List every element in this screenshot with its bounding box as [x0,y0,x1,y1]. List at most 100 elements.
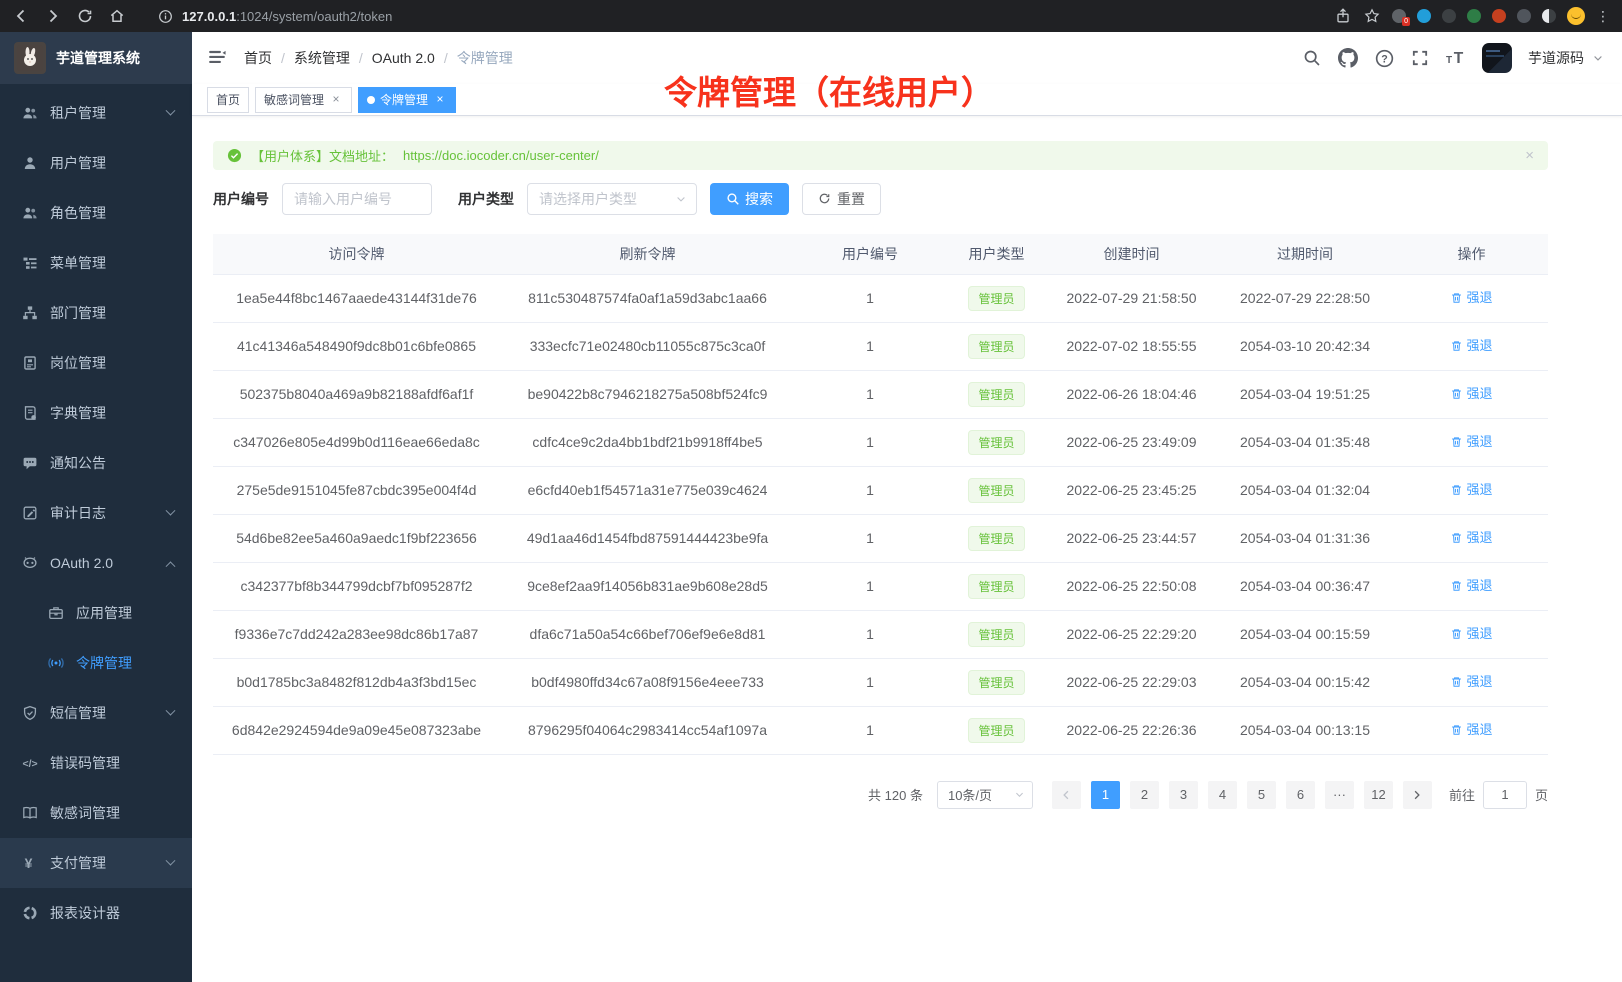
breadcrumb-separator: / [358,50,363,66]
browser-menu-icon[interactable]: ⋮ [1596,7,1610,24]
github-icon[interactable] [1338,48,1358,68]
sidebar-item-post[interactable]: 岗位管理 [0,338,192,388]
help-icon[interactable]: ? [1374,48,1394,68]
extension-icon[interactable] [1467,9,1481,23]
sidebar-item-role[interactable]: 角色管理 [0,188,192,238]
pay-icon: ¥ [22,855,38,871]
page-button-6[interactable]: 6 [1285,780,1315,809]
sidebar-item-audit-log[interactable]: 审计日志 [0,488,192,538]
sidebar-item-notice[interactable]: 通知公告 [0,438,192,488]
access-cell: b0d1785bc3a8482f812db4a3f3bd15ec [213,658,500,707]
browser-forward-icon[interactable] [44,7,62,25]
tenant-icon [22,105,38,121]
tag-close-icon[interactable]: × [436,91,444,106]
user-type-cell: 管理员 [945,562,1048,611]
fullscreen-icon[interactable] [1410,48,1430,68]
sidebar-item-label: 令牌管理 [76,655,132,671]
force-logout-button[interactable]: 强退 [1450,719,1493,738]
force-logout-button[interactable]: 强退 [1450,479,1493,498]
extension-icon[interactable]: 0 [1392,9,1410,26]
sidebar-item-oauth2-token[interactable]: 令牌管理 [0,638,192,688]
page-button-12[interactable]: 12 [1363,780,1393,809]
force-logout-button[interactable]: 强退 [1450,383,1493,402]
error-code-icon: </> [22,755,38,771]
alert-doc-link[interactable]: https://doc.iocoder.cn/user-center/ [403,148,599,163]
sidebar-item-tenant[interactable]: 租户管理 [0,88,192,138]
collapse-sidebar-icon[interactable] [208,48,228,68]
force-logout-button[interactable]: 强退 [1450,671,1493,690]
user-id-cell: 1 [795,562,945,611]
page-button-3[interactable]: 3 [1168,780,1198,809]
page-button-4[interactable]: 4 [1207,780,1237,809]
breadcrumb-item[interactable]: OAuth 2.0 [371,50,435,66]
force-logout-button[interactable]: 强退 [1450,335,1493,354]
user-avatar[interactable] [1482,43,1512,73]
sidebar-item-error-code[interactable]: </> 错误码管理 [0,738,192,788]
user-type-badge: 管理员 [968,333,1025,359]
bookmark-star-icon[interactable] [1363,7,1381,25]
sidebar-item-label: 敏感词管理 [50,805,120,821]
force-logout-button[interactable]: 强退 [1450,287,1493,306]
sidebar-item-label: 部门管理 [50,305,106,321]
alert-close-icon[interactable]: × [1525,147,1534,164]
sidebar-item-dict[interactable]: 字典管理 [0,388,192,438]
force-logout-label: 强退 [1466,674,1493,689]
search-button[interactable]: 搜索 [710,183,789,215]
next-page-button[interactable] [1402,780,1432,809]
user-id-input[interactable] [282,183,432,215]
extension-icon[interactable] [1442,9,1456,23]
force-logout-button[interactable]: 强退 [1450,575,1493,594]
page-button-5[interactable]: 5 [1246,780,1276,809]
page-button-1[interactable]: 1 [1090,780,1120,809]
tag-首页[interactable]: 首页 [207,86,250,113]
page-info-icon[interactable] [156,7,174,25]
page-ellipsis[interactable]: ··· [1324,780,1354,809]
page-button-2[interactable]: 2 [1129,780,1159,809]
browser-home-icon[interactable] [108,7,126,25]
share-icon[interactable] [1334,7,1352,25]
extension-icon[interactable] [1517,9,1531,23]
access-cell: 502375b8040a469a9b82188afdf6af1f [213,370,500,419]
browser-refresh-icon[interactable] [76,7,94,25]
app-logo[interactable]: 芋道管理系统 [0,32,192,84]
sidebar-item-pay[interactable]: ¥ 支付管理 [0,838,192,888]
sidebar-item-user[interactable]: 用户管理 [0,138,192,188]
user-name[interactable]: 芋道源码 [1528,50,1584,66]
breadcrumb-item[interactable]: 首页 [244,50,272,66]
sidebar-item-sensitive-word[interactable]: 敏感词管理 [0,788,192,838]
url-bar[interactable]: 127.0.0.1:1024/system/oauth2/token [156,7,1320,25]
breadcrumb-item[interactable]: 系统管理 [293,50,350,66]
created-cell: 2022-06-25 22:26:36 [1048,706,1215,755]
force-logout-button[interactable]: 强退 [1450,527,1493,546]
sidebar-item-oauth2[interactable]: OAuth 2.0 [0,538,192,588]
force-logout-button[interactable]: 强退 [1450,431,1493,450]
sidebar-item-menu[interactable]: 菜单管理 [0,238,192,288]
tag-令牌管理[interactable]: 令牌管理 × [358,86,457,113]
expires-cell: 2054-03-04 00:15:59 [1215,610,1395,659]
browser-back-icon[interactable] [12,7,30,25]
goto-page-input[interactable] [1482,780,1527,809]
sidebar-item-report-designer[interactable]: 报表设计器 [0,888,192,938]
force-logout-button[interactable]: 强退 [1450,623,1493,642]
user-menu-caret-icon[interactable] [1592,52,1604,64]
search-icon[interactable] [1302,48,1322,68]
extension-icon[interactable] [1417,9,1431,23]
tag-close-icon[interactable]: × [332,91,340,106]
refresh-cell: e6cfd40eb1f54571a31e775e039c4624 [500,466,795,515]
browser-profile-avatar[interactable] [1567,7,1585,25]
extension-icon[interactable] [1542,9,1556,23]
sidebar-item-oauth2-app[interactable]: 应用管理 [0,588,192,638]
force-logout-label: 强退 [1466,530,1493,545]
page-size-select[interactable]: 10条/页 [936,780,1033,809]
prev-page-button[interactable] [1051,780,1081,809]
user-type-select[interactable]: 请选择用户类型 [527,183,697,215]
sidebar-item-dept[interactable]: 部门管理 [0,288,192,338]
user-type-badge: 管理员 [968,717,1025,743]
sidebar-item-sms[interactable]: 短信管理 [0,688,192,738]
extension-icon[interactable] [1492,9,1506,23]
tag-敏感词管理[interactable]: 敏感词管理 × [255,86,353,113]
reset-button[interactable]: 重置 [802,183,881,215]
